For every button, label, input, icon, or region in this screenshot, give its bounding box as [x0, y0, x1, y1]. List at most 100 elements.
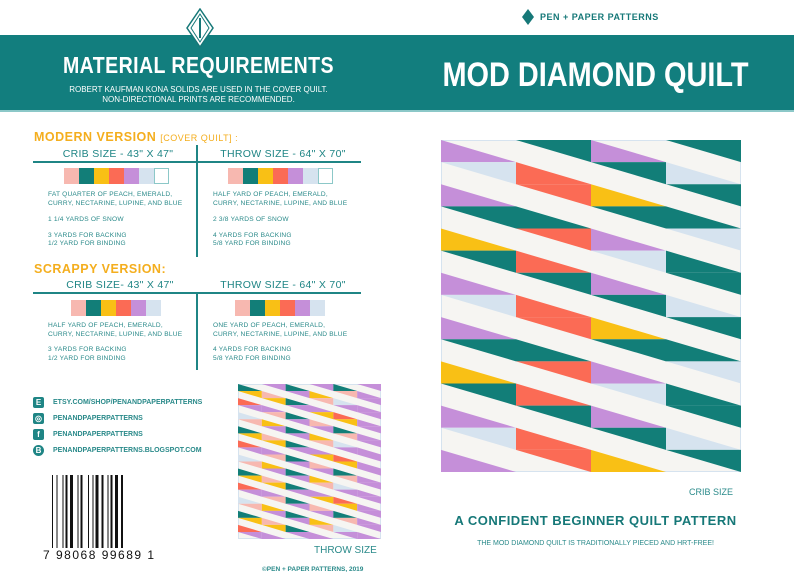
- color-swatch: [265, 300, 280, 316]
- quilt-triangle: [309, 524, 334, 532]
- throw-size-caption: THROW SIZE: [314, 545, 377, 556]
- quilt-triangle: [441, 294, 516, 318]
- quilt-triangle: [285, 433, 310, 441]
- quilt-triangle: [441, 140, 516, 163]
- quilt-triangle: [357, 405, 381, 413]
- quilt-triangle: [591, 405, 666, 428]
- header-banner: [0, 35, 794, 112]
- barcode-bar: [52, 475, 53, 555]
- blog-link[interactable]: B PENANDPAPERPATTERNS.BLOGSPOT.COM: [33, 442, 202, 458]
- quilt-triangle: [261, 510, 286, 518]
- quilt-triangle: [666, 294, 741, 318]
- quilt-triangle: [516, 405, 591, 428]
- divider: [196, 292, 198, 370]
- quilt-triangle: [309, 531, 334, 539]
- barcode-bar: [88, 475, 89, 555]
- quilt-title: MOD DIAMOND QUILT: [442, 56, 749, 94]
- quilt-triangle: [666, 361, 741, 384]
- quilt-triangle: [516, 206, 591, 229]
- color-swatch: [280, 300, 295, 316]
- quilt-triangle: [261, 405, 286, 413]
- instagram-link[interactable]: ◎ PENANDPAPERPATTERNS: [33, 412, 143, 424]
- quilt-triangle: [516, 272, 591, 295]
- quilt-triangle: [666, 405, 741, 428]
- blogger-icon: B: [33, 444, 44, 456]
- color-swatch: [139, 168, 154, 184]
- barcode-bar: [77, 475, 79, 555]
- quilt-triangle: [516, 317, 591, 340]
- quilt-triangle: [516, 228, 591, 251]
- quilt-triangle: [441, 449, 516, 472]
- quilt-triangle: [238, 398, 262, 406]
- quilt-triangle: [309, 510, 334, 518]
- quilt-triangle: [441, 206, 516, 229]
- quilt-triangle: [591, 228, 666, 251]
- quilt-triangle: [261, 475, 286, 483]
- modern-crib-size: CRIB SIZE - 43" X 47": [62, 148, 174, 160]
- barcode-number: 7 98068 99689 1: [41, 548, 158, 562]
- quilt-triangle: [333, 433, 358, 441]
- brand-name: PEN + PAPER PATTERNS: [540, 12, 659, 22]
- tagline: A CONFIDENT BEGINNER QUILT PATTERN: [454, 513, 737, 528]
- quilt-triangle: [238, 384, 262, 392]
- barcode-bar: [62, 475, 64, 555]
- quilt-triangle: [591, 339, 666, 362]
- quilt-triangle: [333, 524, 358, 532]
- quilt-triangle: [333, 461, 358, 469]
- quilt-triangle: [357, 426, 381, 434]
- quilt-triangle: [238, 510, 262, 518]
- quilt-triangle: [516, 250, 591, 273]
- color-swatch: [64, 168, 79, 184]
- color-swatch: [250, 300, 265, 316]
- quilt-triangle: [666, 206, 741, 229]
- barcode-bar: [70, 475, 73, 555]
- color-swatch: [86, 300, 101, 316]
- barcode-bar: [110, 475, 113, 555]
- color-swatch: [258, 168, 273, 184]
- color-swatch: [109, 168, 124, 184]
- color-swatch: [310, 300, 325, 316]
- color-swatch: [146, 300, 161, 316]
- color-swatch: [228, 168, 243, 184]
- etsy-link[interactable]: E ETSY.COM/SHOP/PENANDPAPERPATTERNS: [33, 394, 202, 410]
- quilt-triangle: [285, 384, 310, 392]
- quilt-triangle: [591, 427, 666, 450]
- quilt-triangle: [357, 517, 381, 525]
- snow-swatch: [318, 168, 333, 184]
- quilt-triangle: [591, 140, 666, 163]
- quilt-triangle: [261, 531, 286, 539]
- quilt-triangle: [309, 517, 334, 525]
- quilt-triangle: [441, 405, 516, 428]
- color-swatch: [288, 168, 303, 184]
- quilt-triangle: [516, 449, 591, 472]
- color-swatch: [131, 300, 146, 316]
- quilt-triangle: [333, 405, 358, 413]
- brand-header: PEN + PAPER PATTERNS: [522, 9, 659, 25]
- quilt-triangle: [261, 468, 286, 476]
- material-requirements-title: MATERIAL REQUIREMENTS: [62, 52, 335, 78]
- quilt-triangle: [333, 510, 358, 518]
- quilt-triangle: [591, 449, 666, 472]
- color-swatch: [79, 168, 94, 184]
- quilt-triangle: [441, 383, 516, 406]
- quilt-triangle: [261, 440, 286, 448]
- quilt-triangle: [333, 454, 358, 462]
- modern-version-heading: MODERN VERSION [COVER QUILT] :: [34, 130, 239, 144]
- social-links: E ETSY.COM/SHOP/PENANDPAPERPATTERNS ◎ PENA…: [33, 394, 202, 458]
- quilt-triangle: [666, 449, 741, 472]
- barcode-bar: [115, 475, 118, 555]
- quilt-triangle: [309, 468, 334, 476]
- quilt-triangle: [516, 361, 591, 384]
- quilt-triangle: [357, 524, 381, 532]
- facebook-link[interactable]: f PENANDPAPERPATTERNS: [33, 426, 202, 442]
- color-swatch: [235, 300, 250, 316]
- quilt-triangle: [238, 433, 262, 441]
- quilt-triangle: [357, 384, 381, 392]
- quilt-triangle: [516, 294, 591, 318]
- quilt-triangle: [357, 440, 381, 448]
- brand-logo-icon: [522, 9, 534, 25]
- quilt-triangle: [261, 447, 286, 455]
- quilt-triangle: [591, 294, 666, 318]
- color-swatch: [273, 168, 288, 184]
- quilt-triangle: [285, 517, 310, 525]
